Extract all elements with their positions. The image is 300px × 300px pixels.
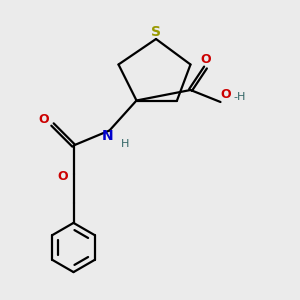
Text: O: O (58, 170, 68, 183)
Text: N: N (102, 129, 114, 143)
Text: O: O (220, 88, 231, 101)
Text: -H: -H (234, 92, 246, 102)
Text: H: H (121, 139, 129, 149)
Text: O: O (39, 112, 50, 126)
Text: S: S (151, 26, 161, 39)
Text: O: O (201, 52, 212, 66)
